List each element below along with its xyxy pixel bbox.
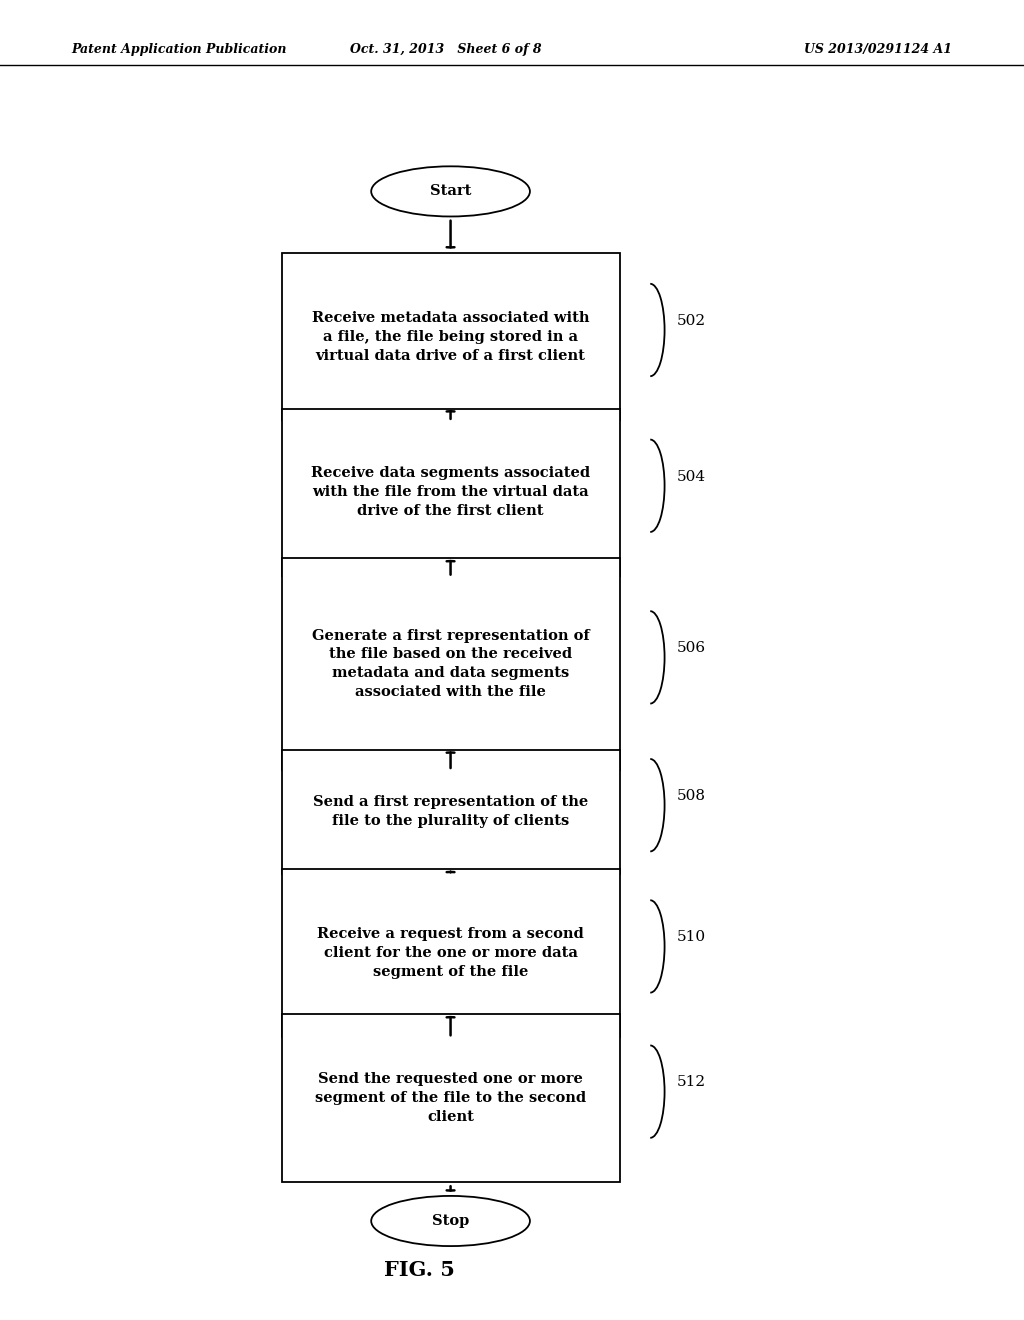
- Text: 504: 504: [677, 470, 706, 483]
- Text: US 2013/0291124 A1: US 2013/0291124 A1: [804, 44, 952, 55]
- FancyBboxPatch shape: [282, 869, 620, 1038]
- Ellipse shape: [371, 166, 530, 216]
- FancyBboxPatch shape: [282, 253, 620, 420]
- Ellipse shape: [371, 1196, 530, 1246]
- Text: Oct. 31, 2013   Sheet 6 of 8: Oct. 31, 2013 Sheet 6 of 8: [349, 44, 542, 55]
- Text: Start: Start: [430, 185, 471, 198]
- Text: Stop: Stop: [432, 1214, 469, 1228]
- FancyBboxPatch shape: [282, 409, 620, 576]
- FancyBboxPatch shape: [282, 558, 620, 770]
- Text: Receive a request from a second
client for the one or more data
segment of the f: Receive a request from a second client f…: [317, 927, 584, 979]
- Text: FIG. 5: FIG. 5: [384, 1259, 456, 1280]
- Text: 512: 512: [677, 1076, 706, 1089]
- Text: Patent Application Publication: Patent Application Publication: [72, 44, 287, 55]
- Text: Send the requested one or more
segment of the file to the second
client: Send the requested one or more segment o…: [315, 1072, 586, 1125]
- Text: Receive data segments associated
with the file from the virtual data
drive of th: Receive data segments associated with th…: [311, 466, 590, 519]
- Text: Generate a first representation of
the file based on the received
metadata and d: Generate a first representation of the f…: [311, 628, 590, 700]
- Text: 506: 506: [677, 642, 706, 655]
- Text: Send a first representation of the
file to the plurality of clients: Send a first representation of the file …: [313, 796, 588, 828]
- FancyBboxPatch shape: [282, 750, 620, 874]
- FancyBboxPatch shape: [282, 1014, 620, 1183]
- Text: 502: 502: [677, 314, 706, 327]
- Text: 510: 510: [677, 931, 706, 944]
- Text: Receive metadata associated with
a file, the file being stored in a
virtual data: Receive metadata associated with a file,…: [312, 310, 589, 363]
- Text: 508: 508: [677, 789, 706, 803]
